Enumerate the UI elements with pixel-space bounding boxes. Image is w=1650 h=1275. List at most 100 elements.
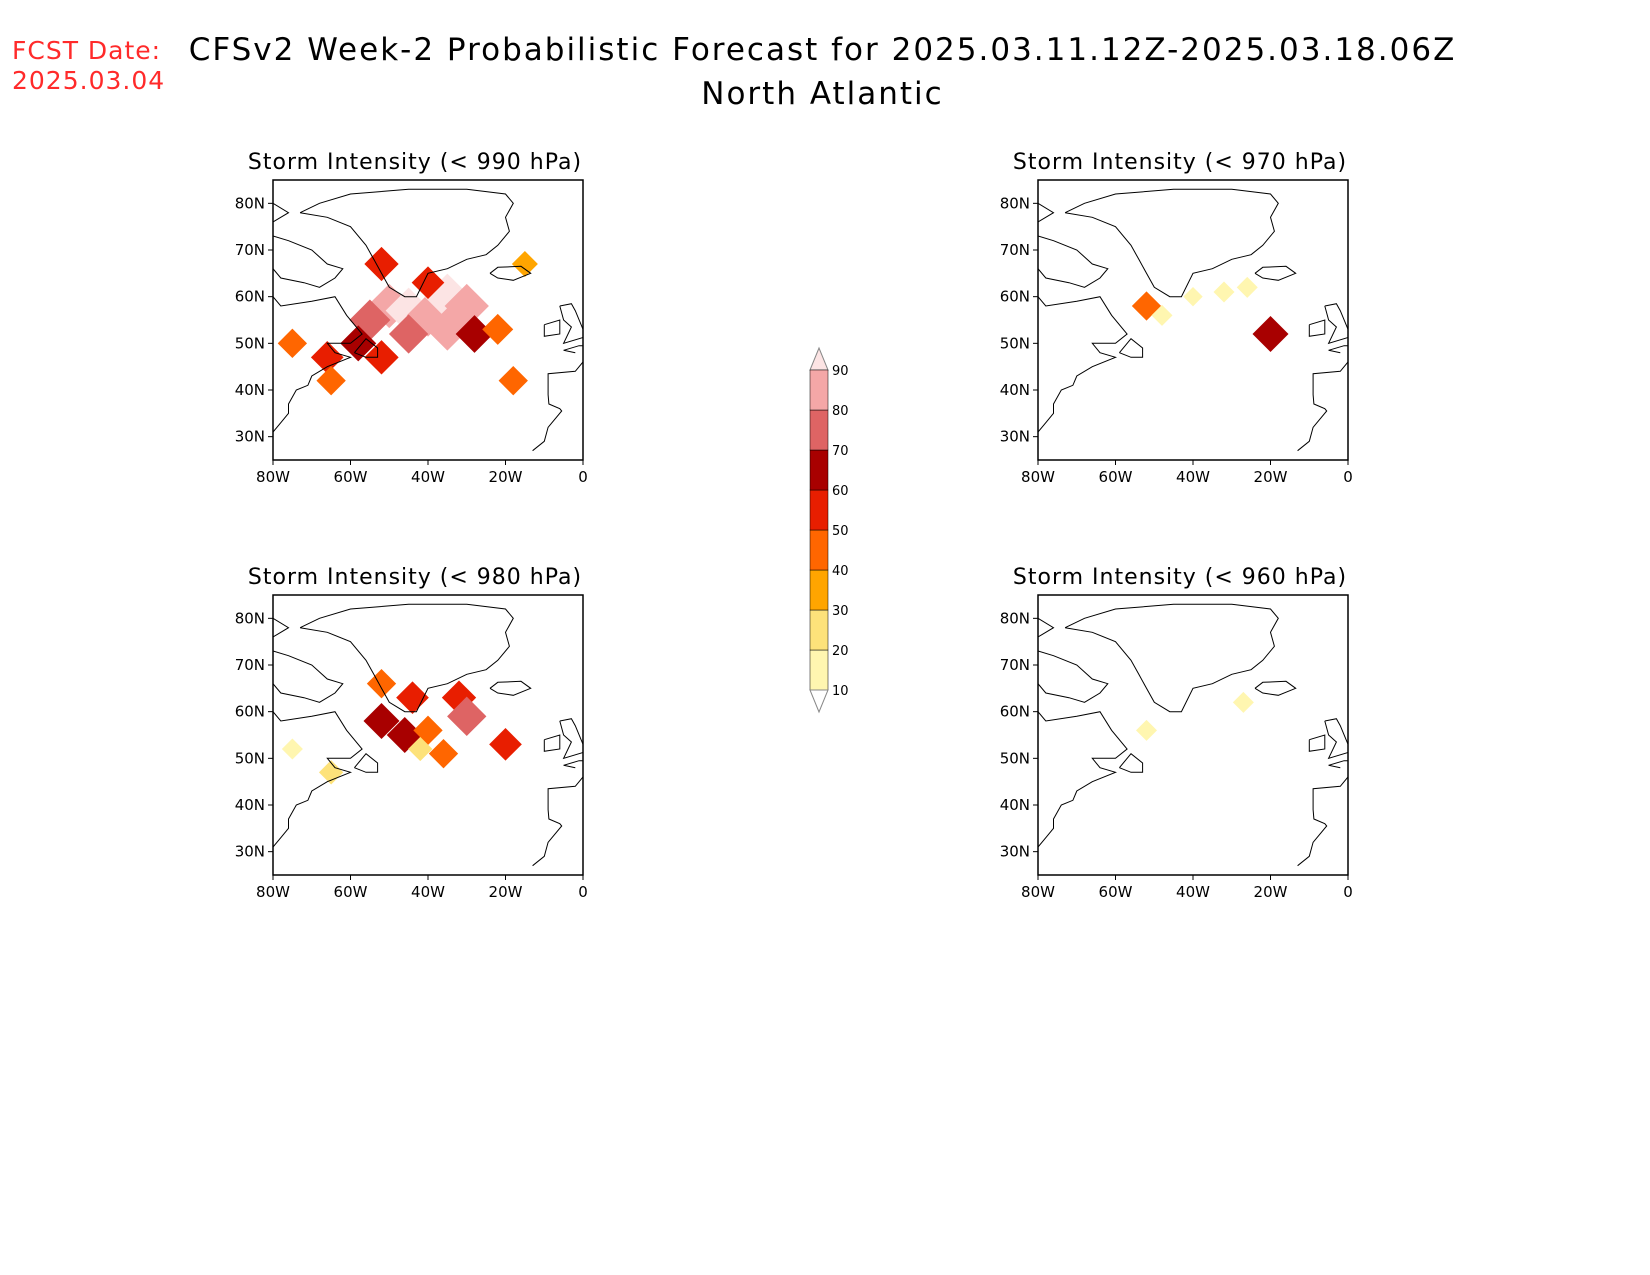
lon-tick-label: 80W <box>256 883 290 901</box>
lon-tick-label: 60W <box>334 883 368 901</box>
probability-cell <box>455 315 494 353</box>
map-980: 80W 60W 40W 20W 0 80N 70N 60N 50N 40N 30N <box>235 594 588 901</box>
coastline <box>1064 603 1279 713</box>
lon-tick-label: 60W <box>1099 883 1133 901</box>
lat-tick-label: 60N <box>235 288 265 306</box>
map-970: 80W 60W 40W 20W 0 80N 70N 60N 50N 40N 30N <box>1000 179 1353 486</box>
probability-cell <box>1136 719 1157 741</box>
colorbar-label: 80 <box>832 404 849 419</box>
probability-cell <box>444 283 489 329</box>
colorbar-swatch <box>809 369 829 411</box>
coastline <box>1328 760 1348 769</box>
coastline <box>1119 753 1144 773</box>
coastline <box>489 265 532 281</box>
colorbar-label: 10 <box>832 684 849 699</box>
probability-cell <box>396 681 429 714</box>
lat-tick-label: 30N <box>235 843 265 861</box>
lon-tick-label: 80W <box>256 468 290 486</box>
panel-title-970: Storm Intensity (< 970 hPa) <box>1012 150 1348 175</box>
probability-cell <box>1252 316 1289 352</box>
colorbar-legend: 10 20 30 40 50 60 70 80 90 <box>800 330 870 750</box>
lat-tick-label: 70N <box>1000 241 1030 259</box>
coastline <box>1038 650 1109 703</box>
coastline <box>1119 338 1144 358</box>
lat-tick-label: 40N <box>235 796 265 814</box>
coastline <box>1324 718 1348 760</box>
map-panel-980: Storm Intensity (< 980 hPa) 80W 60W 40W 20W… <box>225 565 605 955</box>
forecast-date: FCST Date: 2025.03.04 <box>12 36 165 96</box>
probability-cell <box>1236 276 1258 298</box>
panel-title-980: Storm Intensity (< 980 hPa) <box>247 565 583 590</box>
lon-tick-label: 40W <box>1176 883 1210 901</box>
probability-cell <box>1151 304 1173 326</box>
lat-tick-label: 80N <box>235 609 265 627</box>
colorbar-swatch <box>809 409 829 451</box>
coastline <box>1038 235 1109 288</box>
map-990: 80W 60W 40W 20W 0 80N 70N 60N 50N 40N 30N <box>235 179 588 486</box>
probability-cell <box>511 251 538 277</box>
coastline <box>1297 776 1348 867</box>
colorbar-label: 40 <box>832 564 849 579</box>
coastline <box>273 711 363 848</box>
colorbar-label: 20 <box>832 644 849 659</box>
lon-tick-label: 0 <box>1343 883 1353 901</box>
colorbar-swatch <box>809 529 829 571</box>
coastline <box>1308 734 1326 752</box>
coastline <box>354 753 379 773</box>
lat-tick-label: 50N <box>1000 334 1030 352</box>
probability-cell <box>489 728 522 761</box>
lat-tick-label: 80N <box>1000 609 1030 627</box>
coastline <box>1038 202 1055 223</box>
colorbar-swatch <box>809 449 829 491</box>
colorbar-svg: 10 20 30 40 50 60 70 80 90 <box>809 346 849 714</box>
probability-cell <box>281 738 303 760</box>
lat-tick-label: 40N <box>1000 381 1030 399</box>
lat-tick-label: 40N <box>235 381 265 399</box>
coastline <box>273 617 290 638</box>
probability-cell <box>428 739 459 769</box>
lon-tick-label: 40W <box>411 468 445 486</box>
map-panel-990: Storm Intensity (< 990 hPa) 80W 60W 40W 20W… <box>225 150 605 540</box>
lon-tick-label: 20W <box>1254 883 1288 901</box>
coastline <box>532 776 583 867</box>
map-panel-960: Storm Intensity (< 960 hPa) 80W 60W 40W 20W… <box>990 565 1370 955</box>
lat-tick-label: 40N <box>1000 796 1030 814</box>
lat-tick-label: 60N <box>1000 288 1030 306</box>
lat-tick-label: 70N <box>235 656 265 674</box>
colorbar-swatch <box>809 609 829 651</box>
probability-cell <box>1232 691 1254 713</box>
lat-tick-label: 50N <box>235 334 265 352</box>
map-frame <box>1037 594 1349 876</box>
coastline <box>1328 345 1348 354</box>
probability-cell <box>388 314 429 354</box>
probability-cell <box>364 246 399 282</box>
lon-tick-label: 40W <box>1176 468 1210 486</box>
coastline <box>1038 711 1128 848</box>
lon-tick-label: 0 <box>578 883 588 901</box>
coastline <box>299 603 514 713</box>
lat-tick-label: 80N <box>1000 194 1030 212</box>
lat-tick-label: 30N <box>1000 843 1030 861</box>
coastline <box>273 296 363 433</box>
lat-tick-label: 50N <box>1000 749 1030 767</box>
coastline <box>543 319 561 337</box>
lat-tick-label: 30N <box>235 428 265 446</box>
page-subtitle: North Atlantic <box>701 76 944 112</box>
lon-tick-label: 0 <box>578 468 588 486</box>
lat-tick-label: 60N <box>235 703 265 721</box>
map-960: 80W 60W 40W 20W 0 80N 70N 60N 50N 40N 30N <box>1000 594 1353 901</box>
coastline <box>543 734 561 752</box>
lat-tick-label: 70N <box>235 241 265 259</box>
lon-tick-label: 20W <box>489 468 523 486</box>
coastline <box>1254 265 1297 281</box>
lat-tick-label: 30N <box>1000 428 1030 446</box>
coastline <box>489 680 532 696</box>
lon-tick-label: 20W <box>1254 468 1288 486</box>
probability-cell <box>408 736 433 762</box>
probability-cell <box>1213 281 1235 303</box>
page-title: CFSv2 Week-2 Probabilistic Forecast for … <box>188 32 1457 68</box>
probability-cell <box>340 325 377 362</box>
lon-tick-label: 80W <box>1021 883 1055 901</box>
coastline <box>273 650 344 703</box>
panel-title-960: Storm Intensity (< 960 hPa) <box>1012 565 1348 590</box>
